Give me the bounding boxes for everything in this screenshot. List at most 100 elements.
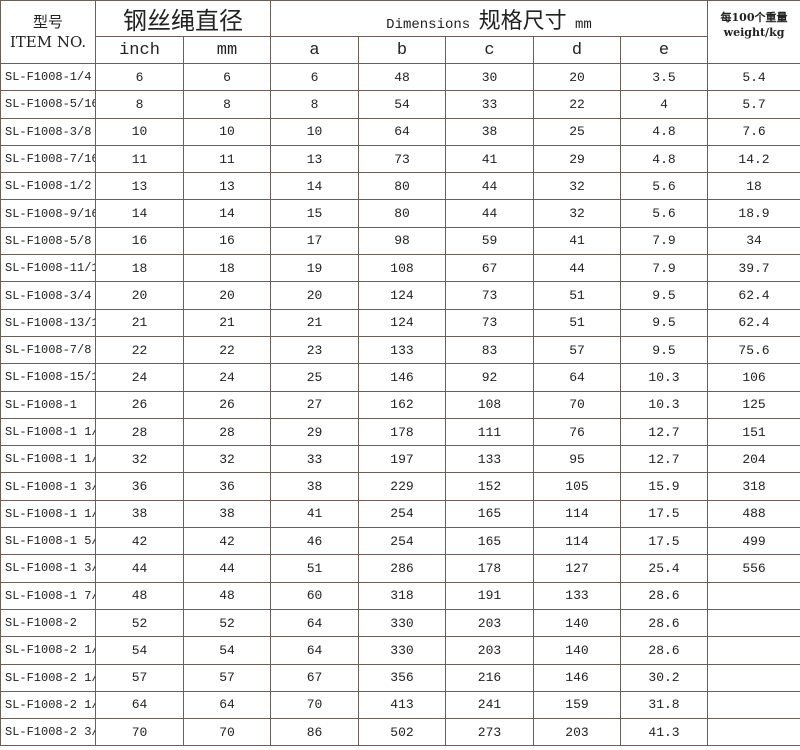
- cell-a: 60: [270, 581, 359, 610]
- cell-weight: [707, 608, 800, 638]
- cell-inch: 64: [95, 690, 184, 720]
- cell-item-no: SL-F1008-1 1/2: [0, 499, 96, 529]
- cell-item-no: SL-F1008-7/8: [0, 335, 96, 365]
- cell-c: 44: [445, 172, 534, 201]
- cell-mm: 20: [183, 281, 271, 310]
- cell-weight: [707, 663, 800, 692]
- cell-e: 28.6: [619, 636, 709, 665]
- cell-a: 10: [270, 117, 359, 146]
- cell-e: 10.3: [619, 390, 709, 419]
- cell-d: 127: [533, 554, 621, 583]
- cell-a: 70: [270, 690, 359, 720]
- cell-weight: 18.9: [707, 199, 800, 228]
- cell-b: 48: [358, 62, 446, 92]
- cell-e: 4.8: [619, 117, 709, 146]
- cell-e: 9.5: [619, 281, 709, 310]
- cell-b: 54: [358, 90, 446, 119]
- cell-item-no: SL-F1008-1 5/8: [0, 527, 96, 556]
- cell-c: 30: [445, 62, 534, 92]
- cell-item-no: SL-F1008-9/16: [0, 199, 96, 228]
- cell-weight: 62.4: [707, 281, 800, 310]
- cell-weight: [707, 690, 800, 720]
- cell-weight: 488: [707, 499, 800, 529]
- cell-b: 124: [358, 281, 446, 310]
- cell-inch: 44: [95, 554, 184, 583]
- cell-weight: 151: [707, 417, 800, 447]
- cell-weight: 62.4: [707, 308, 800, 337]
- cell-mm: 24: [183, 363, 271, 392]
- cell-d: 29: [533, 144, 621, 174]
- cell-e: 28.6: [619, 608, 709, 638]
- cell-e: 41.3: [619, 718, 709, 747]
- cell-b: 286: [358, 554, 446, 583]
- cell-inch: 20: [95, 281, 184, 310]
- cell-a: 33: [270, 445, 359, 474]
- cell-c: 191: [445, 581, 534, 610]
- cell-b: 330: [358, 608, 446, 638]
- cell-d: 70: [533, 390, 621, 419]
- cell-mm: 64: [183, 690, 271, 720]
- cell-c: 165: [445, 499, 534, 529]
- cell-inch: 32: [95, 445, 184, 474]
- cell-b: 162: [358, 390, 446, 419]
- cell-item-no: SL-F1008-1 1/4: [0, 445, 96, 474]
- cell-inch: 11: [95, 144, 184, 174]
- weight-en: weight/kg: [723, 25, 785, 39]
- cell-item-no: SL-F1008-15/16: [0, 363, 96, 392]
- cell-item-no: SL-F1008-1/2: [0, 172, 96, 201]
- cell-d: 76: [533, 417, 621, 447]
- item-no-cn: 型号: [32, 13, 63, 31]
- cell-d: 64: [533, 363, 621, 392]
- cell-c: 92: [445, 363, 534, 392]
- cell-d: 203: [533, 718, 621, 747]
- cell-e: 5.6: [619, 172, 709, 201]
- cell-c: 59: [445, 226, 534, 256]
- cell-a: 8: [270, 90, 359, 119]
- cell-mm: 38: [183, 499, 271, 529]
- cell-a: 86: [270, 718, 359, 747]
- cell-item-no: SL-F1008-1 1/8: [0, 417, 96, 447]
- table-row: SL-F1008-2 1/264647041324115931.8: [0, 690, 800, 720]
- cell-item-no: SL-F1008-2: [0, 608, 96, 638]
- cell-weight: 5.7: [707, 90, 800, 119]
- cell-e: 9.5: [619, 335, 709, 365]
- cell-b: 108: [358, 254, 446, 283]
- rope-diameter-header: 钢丝绳直径: [95, 0, 271, 37]
- cell-a: 21: [270, 308, 359, 337]
- cell-c: 273: [445, 718, 534, 747]
- cell-e: 4.8: [619, 144, 709, 174]
- cell-mm: 26: [183, 390, 271, 419]
- dimensions-en: Dimensions: [386, 16, 471, 33]
- cell-e: 7.9: [619, 226, 709, 256]
- table-row: SL-F1008-1 7/848486031819113328.6: [0, 581, 800, 610]
- cell-b: 80: [358, 172, 446, 201]
- cell-mm: 21: [183, 308, 271, 337]
- weight-header: 每100个重量 weight/kg: [707, 0, 800, 64]
- cell-weight: 499: [707, 527, 800, 556]
- cell-c: 133: [445, 445, 534, 474]
- cell-c: 152: [445, 472, 534, 501]
- cell-b: 318: [358, 581, 446, 610]
- cell-d: 51: [533, 308, 621, 337]
- cell-d: 44: [533, 254, 621, 283]
- cell-a: 6: [270, 62, 359, 92]
- cell-weight: 318: [707, 472, 800, 501]
- table-row: SL-F1008-5/16 8 8 8 54 33 22 4 5.7: [0, 90, 800, 119]
- cell-e: 5.6: [619, 199, 709, 228]
- cell-inch: 36: [95, 472, 184, 501]
- cell-b: 133: [358, 335, 446, 365]
- cell-inch: 14: [95, 199, 184, 228]
- cell-inch: 57: [95, 663, 184, 692]
- cell-inch: 24: [95, 363, 184, 392]
- cell-weight: 106: [707, 363, 800, 392]
- cell-item-no: SL-F1008-2 1/8: [0, 636, 96, 665]
- cell-b: 413: [358, 690, 446, 720]
- cell-d: 140: [533, 608, 621, 638]
- cell-item-no: SL-F1008-7/16: [0, 144, 96, 174]
- cell-mm: 57: [183, 663, 271, 692]
- item-no-header: 型号 ITEM NO.: [0, 0, 96, 64]
- table-row: SL-F1008-9/16 14 14 15 80 44 32 5.6 18.9: [0, 199, 800, 228]
